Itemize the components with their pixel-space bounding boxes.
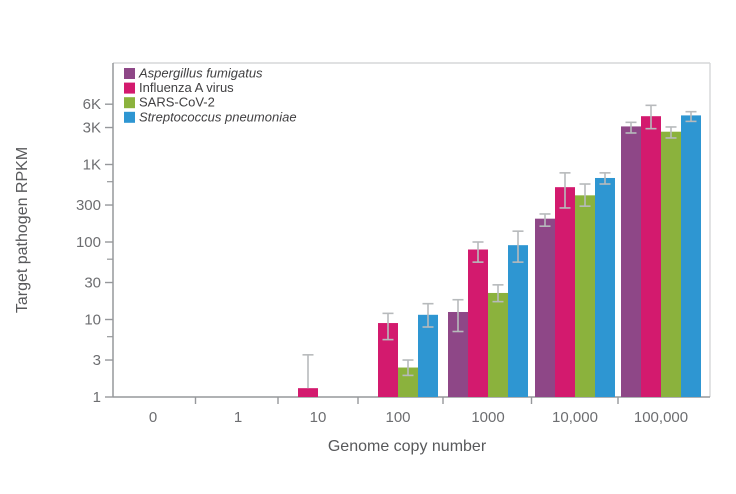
legend-swatch [124, 68, 135, 79]
axis-tick-labels: 1 3 10 30 100 300 1K 3K 6K 0 1 10 100 1000 10,000 100,0… [76, 96, 688, 426]
x-tick-label: 100,000 [634, 409, 688, 426]
x-tick-label: 100 [385, 409, 410, 426]
x-tick-label: 10 [310, 409, 327, 426]
bar [575, 195, 595, 397]
bar [621, 126, 641, 398]
bar [681, 115, 701, 398]
legend-label: Streptococcus pneumoniae [139, 109, 297, 124]
bars [298, 115, 701, 398]
bar [661, 131, 681, 398]
x-tick-label: 10,000 [552, 409, 598, 426]
y-tick-label: 6K [83, 96, 101, 113]
legend-swatch [124, 97, 135, 109]
bar [641, 116, 661, 397]
y-tick-label: 1 [93, 389, 101, 406]
x-axis-title: Genome copy number [328, 438, 487, 455]
bar [378, 323, 398, 397]
bar [488, 292, 508, 397]
error-bars [302, 104, 697, 389]
bar [298, 388, 318, 397]
y-tick-label: 300 [76, 197, 101, 214]
y-tick-label: 30 [84, 275, 101, 292]
legend-label: SARS-CoV-2 [139, 95, 215, 110]
bar [418, 314, 438, 397]
bar [535, 218, 555, 397]
y-tick-label: 3 [93, 352, 101, 369]
legend-label: Influenza A virus [139, 80, 234, 95]
x-tick-label: 0 [149, 409, 157, 426]
legend-swatch [124, 82, 135, 94]
bar [468, 249, 488, 397]
legend-swatch [124, 111, 135, 123]
y-tick-label: 3K [83, 120, 101, 137]
bar [508, 245, 528, 397]
bar [595, 177, 615, 397]
x-tick-label: 1 [234, 409, 242, 426]
bar [448, 311, 468, 397]
y-tick-label: 100 [76, 234, 101, 251]
y-axis-title: Target pathogen RPKM [14, 147, 31, 313]
axis-ticks [105, 103, 619, 404]
y-tick-label: 10 [84, 312, 101, 329]
legend-label: Aspergillus fumigatus [138, 66, 263, 81]
x-tick-label: 1000 [471, 409, 504, 426]
y-tick-label: 1K [83, 157, 101, 174]
bar [555, 187, 575, 397]
